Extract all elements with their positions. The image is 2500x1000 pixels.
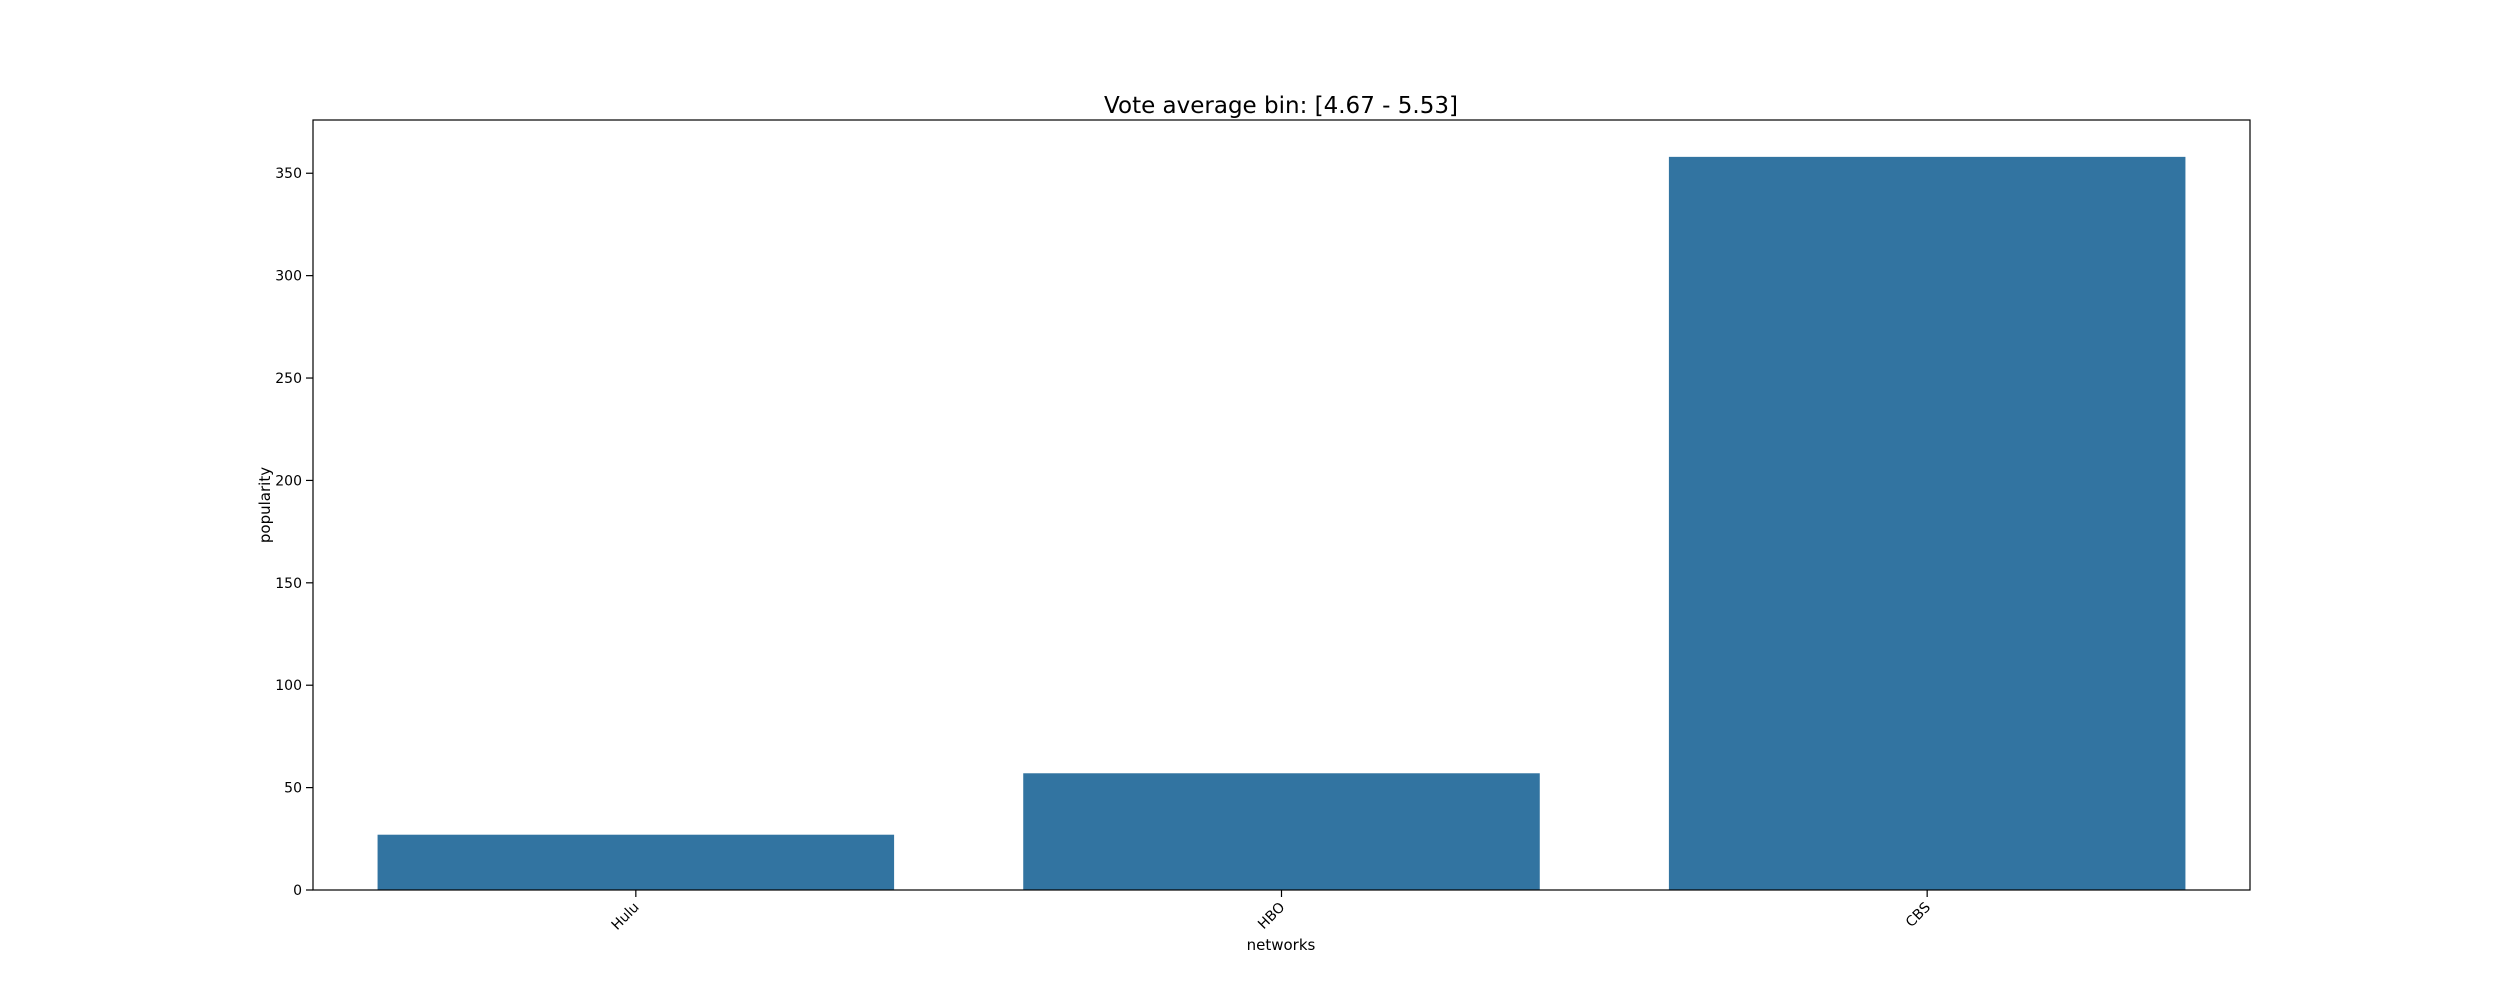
- x-tick-label-cbs: CBS: [1903, 899, 1934, 930]
- y-tick-label: 350: [275, 166, 302, 182]
- chart-title: Vote average bin: [4.67 - 5.53]: [1104, 93, 1458, 119]
- y-tick-label: 300: [275, 269, 302, 285]
- y-axis-label: popularity: [256, 467, 274, 543]
- y-tick-label: 250: [275, 371, 302, 387]
- bar-hulu: [377, 834, 895, 890]
- x-tick-label-hulu: Hulu: [609, 900, 643, 934]
- x-axis-label: networks: [1247, 936, 1316, 954]
- bar-cbs: [1668, 156, 2186, 891]
- bar-hbo: [1023, 773, 1540, 890]
- plot-frame: [312, 119, 2251, 891]
- bars-group: [377, 156, 2186, 891]
- y-tick-label: 100: [275, 678, 302, 694]
- y-tick-label: 50: [284, 781, 302, 797]
- y-tick-label: 150: [275, 576, 302, 592]
- y-tick-label: 0: [293, 883, 302, 899]
- x-axis: Hulu HBO CBS: [609, 890, 1934, 934]
- x-tick-label-hbo: HBO: [1255, 900, 1288, 933]
- y-axis: 0 50 100 150 200 250 300 350: [275, 166, 313, 899]
- y-tick-label: 200: [275, 473, 302, 489]
